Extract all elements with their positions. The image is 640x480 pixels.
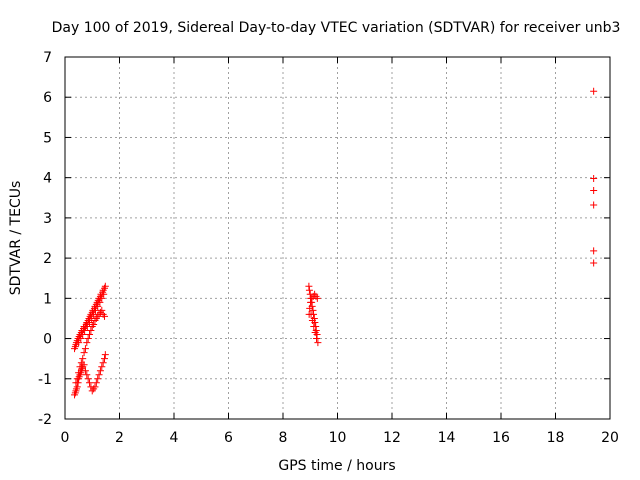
axis-ticks bbox=[64, 56, 611, 420]
grid bbox=[65, 57, 610, 419]
data-point bbox=[73, 383, 81, 391]
data-point bbox=[79, 331, 87, 339]
x-tick-labels: 0 2 4 6 8 10 12 14 16 18 20 bbox=[61, 430, 619, 446]
y-tick-label: 3 bbox=[43, 211, 52, 227]
data-point bbox=[79, 355, 87, 363]
data-point bbox=[91, 383, 99, 391]
data-point bbox=[307, 298, 315, 306]
data-point bbox=[81, 327, 89, 335]
data-point bbox=[94, 302, 102, 310]
x-tick-label: 6 bbox=[224, 430, 233, 446]
data-point bbox=[310, 322, 318, 330]
y-axis-label: SDTVAR / TECUs bbox=[8, 181, 24, 296]
x-tick-label: 0 bbox=[61, 430, 70, 446]
y-tick-label: -2 bbox=[38, 412, 52, 428]
data-point bbox=[590, 247, 598, 255]
series-group bbox=[305, 282, 322, 347]
data-point bbox=[305, 286, 313, 294]
data-point bbox=[101, 351, 109, 359]
data-point bbox=[101, 282, 109, 290]
data-point bbox=[77, 335, 85, 343]
x-tick-label: 18 bbox=[547, 430, 565, 446]
y-tick-labels: -2 -1 0 1 2 3 4 5 6 7 bbox=[38, 50, 52, 428]
chart-title: Day 100 of 2019, Sidereal Day-to-day VTE… bbox=[52, 20, 621, 36]
y-tick-label: 0 bbox=[43, 332, 52, 348]
x-axis-label: GPS time / hours bbox=[278, 458, 395, 474]
data-point bbox=[83, 339, 91, 347]
data-point bbox=[311, 329, 319, 337]
data-point bbox=[87, 327, 95, 335]
data-point bbox=[590, 201, 598, 209]
data-points bbox=[71, 87, 598, 399]
data-point bbox=[86, 331, 94, 339]
y-tick-label: 1 bbox=[43, 291, 52, 307]
series-group bbox=[590, 87, 598, 267]
series-group bbox=[71, 282, 109, 353]
data-point bbox=[92, 379, 100, 387]
data-point bbox=[83, 371, 91, 379]
data-point bbox=[590, 187, 598, 195]
data-point bbox=[590, 174, 598, 182]
data-point bbox=[74, 379, 82, 387]
data-point bbox=[98, 294, 106, 302]
data-point bbox=[84, 335, 92, 343]
x-tick-label: 14 bbox=[438, 430, 456, 446]
data-point bbox=[81, 367, 89, 375]
data-point bbox=[75, 339, 83, 347]
data-point bbox=[306, 304, 314, 312]
x-tick-label: 10 bbox=[329, 430, 347, 446]
data-point bbox=[305, 310, 313, 318]
data-point bbox=[313, 294, 321, 302]
y-tick-label: 6 bbox=[43, 90, 52, 106]
x-tick-label: 2 bbox=[115, 430, 124, 446]
data-point bbox=[96, 367, 104, 375]
data-point bbox=[314, 339, 322, 347]
y-tick-label: 7 bbox=[43, 50, 52, 66]
data-point bbox=[80, 361, 88, 369]
data-point bbox=[94, 375, 102, 383]
data-point bbox=[95, 371, 103, 379]
y-tick-label: 2 bbox=[43, 251, 52, 267]
data-point bbox=[100, 290, 108, 298]
data-point bbox=[86, 379, 94, 387]
data-point bbox=[99, 359, 107, 367]
data-point bbox=[90, 320, 98, 328]
x-tick-label: 16 bbox=[492, 430, 510, 446]
data-point bbox=[84, 375, 92, 383]
x-tick-label: 20 bbox=[601, 430, 619, 446]
data-point bbox=[101, 355, 109, 363]
y-tick-label: 4 bbox=[43, 171, 52, 187]
data-point bbox=[98, 306, 106, 314]
data-point bbox=[86, 318, 94, 326]
x-tick-label: 8 bbox=[279, 430, 288, 446]
y-tick-label: -1 bbox=[38, 372, 52, 388]
data-point bbox=[308, 316, 316, 324]
data-point bbox=[101, 312, 109, 320]
y-tick-label: 5 bbox=[43, 130, 52, 146]
data-point bbox=[305, 282, 313, 290]
data-point bbox=[80, 349, 88, 357]
data-point bbox=[81, 345, 89, 353]
data-point bbox=[92, 306, 100, 314]
x-tick-label: 12 bbox=[383, 430, 401, 446]
data-point bbox=[590, 87, 598, 95]
series-group bbox=[71, 351, 109, 399]
x-tick-label: 4 bbox=[170, 430, 179, 446]
data-point bbox=[98, 363, 106, 371]
data-point bbox=[590, 259, 598, 267]
data-point bbox=[313, 335, 321, 343]
data-point bbox=[96, 298, 104, 306]
